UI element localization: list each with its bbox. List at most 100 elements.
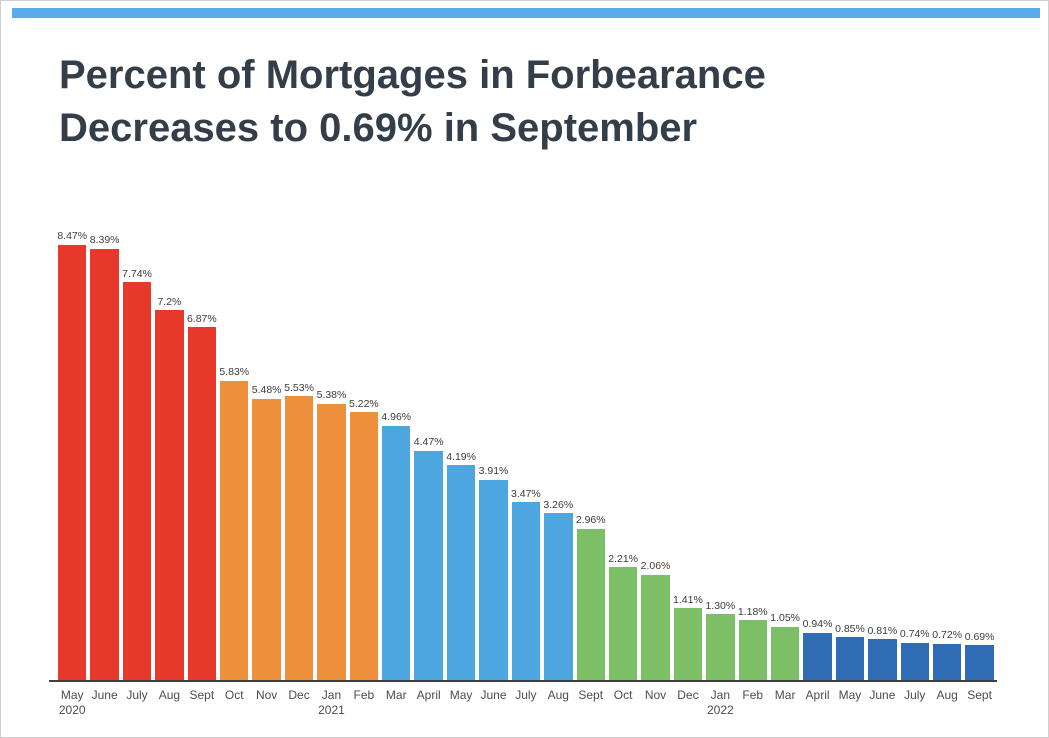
x-axis-label: Oct: [609, 688, 637, 718]
month-label: Sept: [967, 688, 992, 702]
bar-cell: 4.96%: [381, 229, 412, 681]
month-label: Mar: [385, 688, 407, 702]
month-label: Aug: [936, 688, 958, 702]
bar: [414, 450, 443, 681]
bar-value-label: 2.96%: [575, 514, 606, 527]
bar-value-label: 5.48%: [251, 384, 282, 397]
bar-value-label: 5.22%: [348, 397, 379, 410]
year-label: 2020: [58, 703, 86, 717]
bar-cell: 8.47%: [57, 229, 88, 681]
bar-cell: 0.74%: [900, 229, 930, 681]
month-label: Jan: [321, 688, 342, 702]
bar-value-label: 1.18%: [737, 605, 768, 618]
bar: [511, 502, 541, 681]
bar-cell: 3.26%: [543, 229, 574, 681]
x-axis-label: Feb: [350, 688, 378, 718]
bar: [932, 643, 962, 681]
bar-cell: 5.38%: [317, 229, 346, 681]
month-label: Dec: [677, 688, 699, 702]
month-label: May: [838, 688, 862, 702]
bar: [738, 620, 767, 681]
bar-value-label: 4.96%: [381, 411, 412, 424]
bar-cell: 8.39%: [89, 229, 120, 681]
month-label: June: [91, 688, 118, 702]
bar: [122, 282, 152, 681]
bar: [58, 244, 87, 681]
bar-value-label: 3.26%: [543, 498, 574, 511]
x-axis-label: Mar: [382, 688, 410, 718]
bar-cell: 6.87%: [187, 229, 217, 681]
bar: [608, 567, 638, 681]
month-label: Dec: [288, 688, 310, 702]
bar: [252, 398, 281, 681]
bar-cell: 5.83%: [219, 229, 250, 681]
month-label: May: [60, 688, 84, 702]
bar-value-label: 3.91%: [478, 465, 509, 478]
x-axis-label: Nov: [252, 688, 280, 718]
month-label: Jan: [710, 688, 730, 702]
bar: [576, 528, 605, 681]
x-axis-label: July: [123, 688, 151, 718]
month-label: Oct: [613, 688, 633, 702]
x-axis-label: Dec: [285, 688, 313, 718]
month-label: July: [126, 688, 148, 702]
bar: [90, 248, 119, 681]
bar: [868, 639, 897, 681]
bar-value-label: 1.30%: [705, 599, 736, 612]
bar-cell: 0.85%: [835, 229, 865, 681]
bar-value-label: 5.83%: [219, 366, 250, 379]
x-axis-label: May: [836, 688, 864, 718]
x-axis-label: Sept: [965, 688, 993, 718]
month-label: Nov: [644, 688, 667, 702]
bar-value-label: 5.53%: [284, 381, 314, 394]
month-label: Sept: [189, 688, 215, 702]
bar: [900, 642, 929, 681]
x-axis-label: Dec: [674, 688, 702, 718]
x-axis-label: May 2020: [58, 688, 86, 718]
month-label: April: [416, 688, 441, 702]
month-label: Nov: [255, 688, 278, 702]
bar-value-label: 7.74%: [122, 267, 152, 280]
month-label: Oct: [224, 688, 244, 702]
bar-value-label: 0.81%: [867, 624, 898, 637]
bar-cell: 2.21%: [608, 229, 638, 681]
page-title: Percent of Mortgages in Forbearance Decr…: [59, 49, 766, 155]
bar-cell: 4.47%: [413, 229, 444, 681]
year-label: 2022: [706, 703, 734, 717]
bar-value-label: 7.2%: [157, 295, 182, 308]
x-axis-labels: May 2020 June July Aug Sept Oct Nov Dec Jan 2021 Fe…: [58, 688, 994, 718]
bar-value-label: 1.05%: [770, 612, 801, 625]
bar: [770, 626, 800, 681]
x-axis-label: Mar: [771, 688, 799, 718]
bar-cell: 2.06%: [641, 229, 670, 681]
bar-value-label: 4.19%: [446, 450, 476, 463]
month-label: Mar: [774, 688, 796, 702]
bar: [446, 465, 476, 681]
year-label: 2021: [318, 703, 345, 717]
bar-cell: 4.19%: [446, 229, 476, 681]
bar-cell: 1.41%: [673, 229, 703, 681]
bar-value-label: 8.39%: [89, 234, 120, 247]
bar-cell: 7.74%: [122, 229, 152, 681]
x-axis-label: Jan 2022: [706, 688, 734, 718]
bar: [641, 574, 670, 681]
month-label: Feb: [742, 688, 764, 702]
bar: [187, 327, 217, 681]
bar-chart: 8.47% 8.39% 7.74% 7.2% 6.87% 5.83% 5.48% 5.53% 5…: [57, 229, 995, 681]
bar-cell: 3.91%: [478, 229, 509, 681]
month-label: July: [515, 688, 537, 702]
bar: [965, 645, 994, 681]
page-title-line-2: Decreases to 0.69% in September: [59, 105, 698, 150]
bar-cell: 0.72%: [932, 229, 962, 681]
bar-value-label: 0.69%: [964, 630, 995, 643]
bar-cell: 0.81%: [867, 229, 898, 681]
bar-cell: 1.05%: [770, 229, 801, 681]
bar-value-label: 8.47%: [57, 230, 88, 243]
bar: [706, 614, 735, 681]
x-axis-label: April: [414, 688, 442, 718]
bar: [382, 425, 411, 681]
bar-value-label: 4.47%: [413, 436, 444, 449]
month-label: Feb: [353, 688, 375, 702]
month-label: Sept: [578, 688, 604, 702]
